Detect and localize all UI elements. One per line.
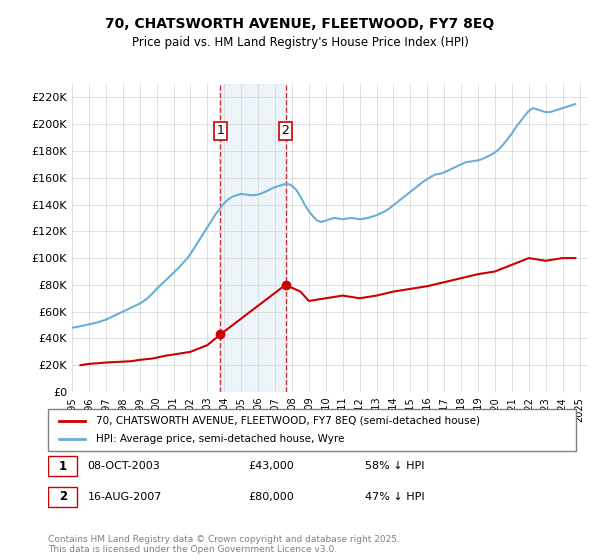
Text: 70, CHATSWORTH AVENUE, FLEETWOOD, FY7 8EQ: 70, CHATSWORTH AVENUE, FLEETWOOD, FY7 8E… [106,17,494,31]
Text: Contains HM Land Registry data © Crown copyright and database right 2025.
This d: Contains HM Land Registry data © Crown c… [48,535,400,554]
Text: 47% ↓ HPI: 47% ↓ HPI [365,492,424,502]
Text: HPI: Average price, semi-detached house, Wyre: HPI: Average price, semi-detached house,… [95,434,344,444]
FancyBboxPatch shape [48,409,576,451]
Text: 58% ↓ HPI: 58% ↓ HPI [365,461,424,471]
Text: 2: 2 [281,124,289,137]
FancyBboxPatch shape [48,487,77,507]
Text: 16-AUG-2007: 16-AUG-2007 [88,492,162,502]
Text: 2: 2 [59,491,67,503]
Text: 1: 1 [217,124,224,137]
FancyBboxPatch shape [48,456,77,476]
Text: Price paid vs. HM Land Registry's House Price Index (HPI): Price paid vs. HM Land Registry's House … [131,36,469,49]
Bar [220,84,286,392]
Text: 08-OCT-2003: 08-OCT-2003 [88,461,160,471]
Text: £80,000: £80,000 [248,492,295,502]
Text: 1: 1 [59,460,67,473]
Text: £43,000: £43,000 [248,461,295,471]
Text: 70, CHATSWORTH AVENUE, FLEETWOOD, FY7 8EQ (semi-detached house): 70, CHATSWORTH AVENUE, FLEETWOOD, FY7 8E… [95,416,479,426]
